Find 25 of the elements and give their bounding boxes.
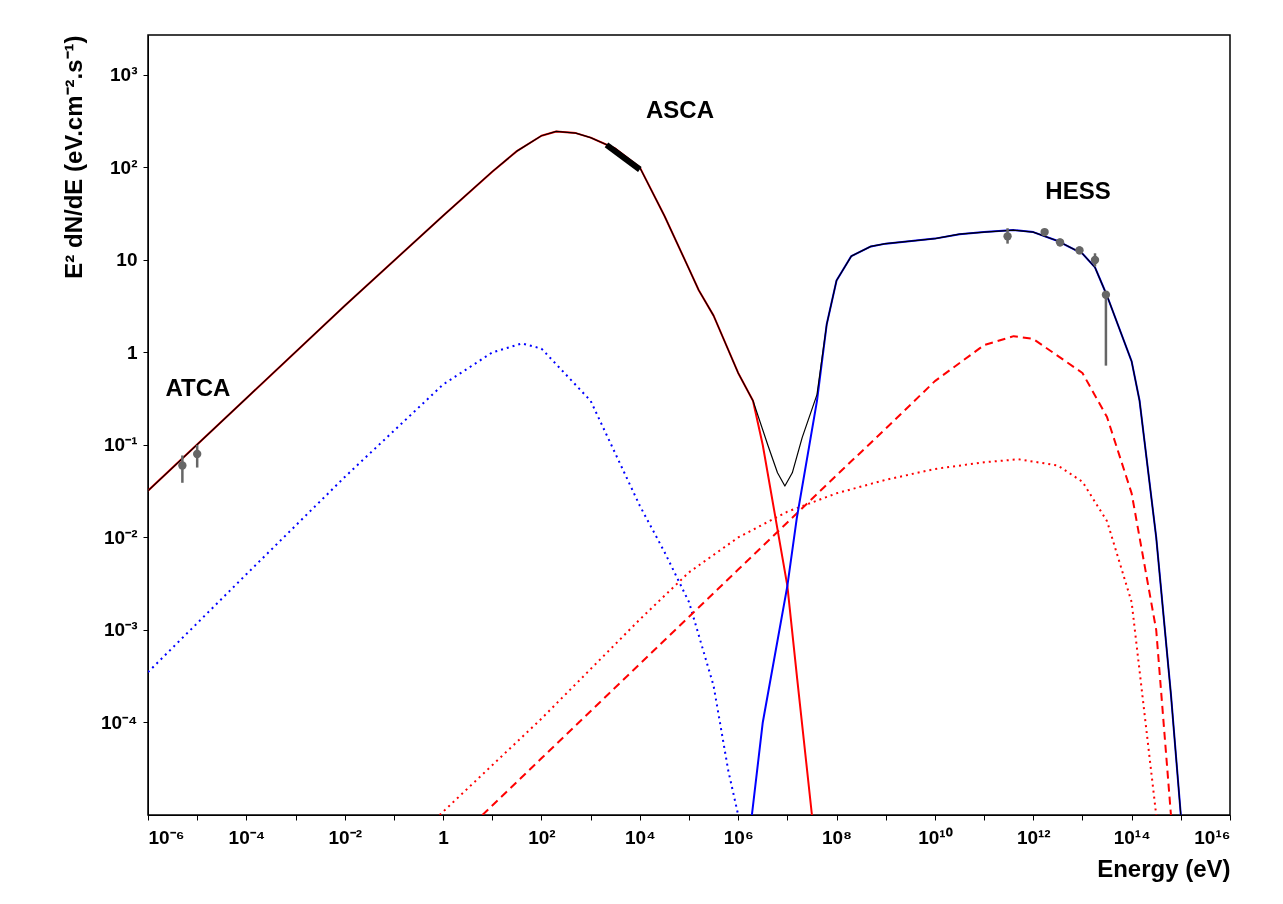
x-tick-label: 10²: [528, 826, 556, 848]
annotation: ASCA: [645, 96, 715, 123]
y-tick-label: 10⁻³: [104, 619, 138, 641]
y-tick-label: 10²: [110, 156, 138, 178]
y-tick-label: 10⁻¹: [104, 434, 138, 456]
annotation: ATCA: [165, 374, 231, 401]
x-tick-label: 10¹²: [1016, 826, 1051, 848]
annotation: HESS: [1045, 177, 1111, 204]
x-axis-title: Energy (eV): [1097, 854, 1231, 882]
x-tick-label: 1: [438, 826, 450, 848]
y-tick-label: 10⁻²: [104, 526, 138, 548]
x-tick-label: 10¹⁶: [1194, 826, 1231, 848]
y-tick-label: 10: [116, 249, 138, 271]
y-tick-label: 10⁻⁴: [100, 711, 138, 733]
x-tick-label: 10¹⁴: [1113, 826, 1151, 848]
x-tick-label: 10⁻⁴: [228, 826, 266, 848]
y-axis-title: E² dN/dE (eV.cm⁻².s⁻¹): [59, 35, 87, 279]
x-tick-label: 10¹⁰: [918, 826, 953, 848]
x-tick-label: 10⁴: [625, 826, 656, 848]
x-tick-label: 10⁸: [821, 826, 853, 848]
y-tick-label: 10³: [110, 64, 138, 86]
x-tick-label: 10⁶: [723, 826, 754, 848]
y-tick-label: 1: [126, 341, 138, 363]
x-tick-label: 10⁻²: [328, 826, 362, 848]
x-tick-label: 10⁻⁶: [148, 826, 185, 848]
